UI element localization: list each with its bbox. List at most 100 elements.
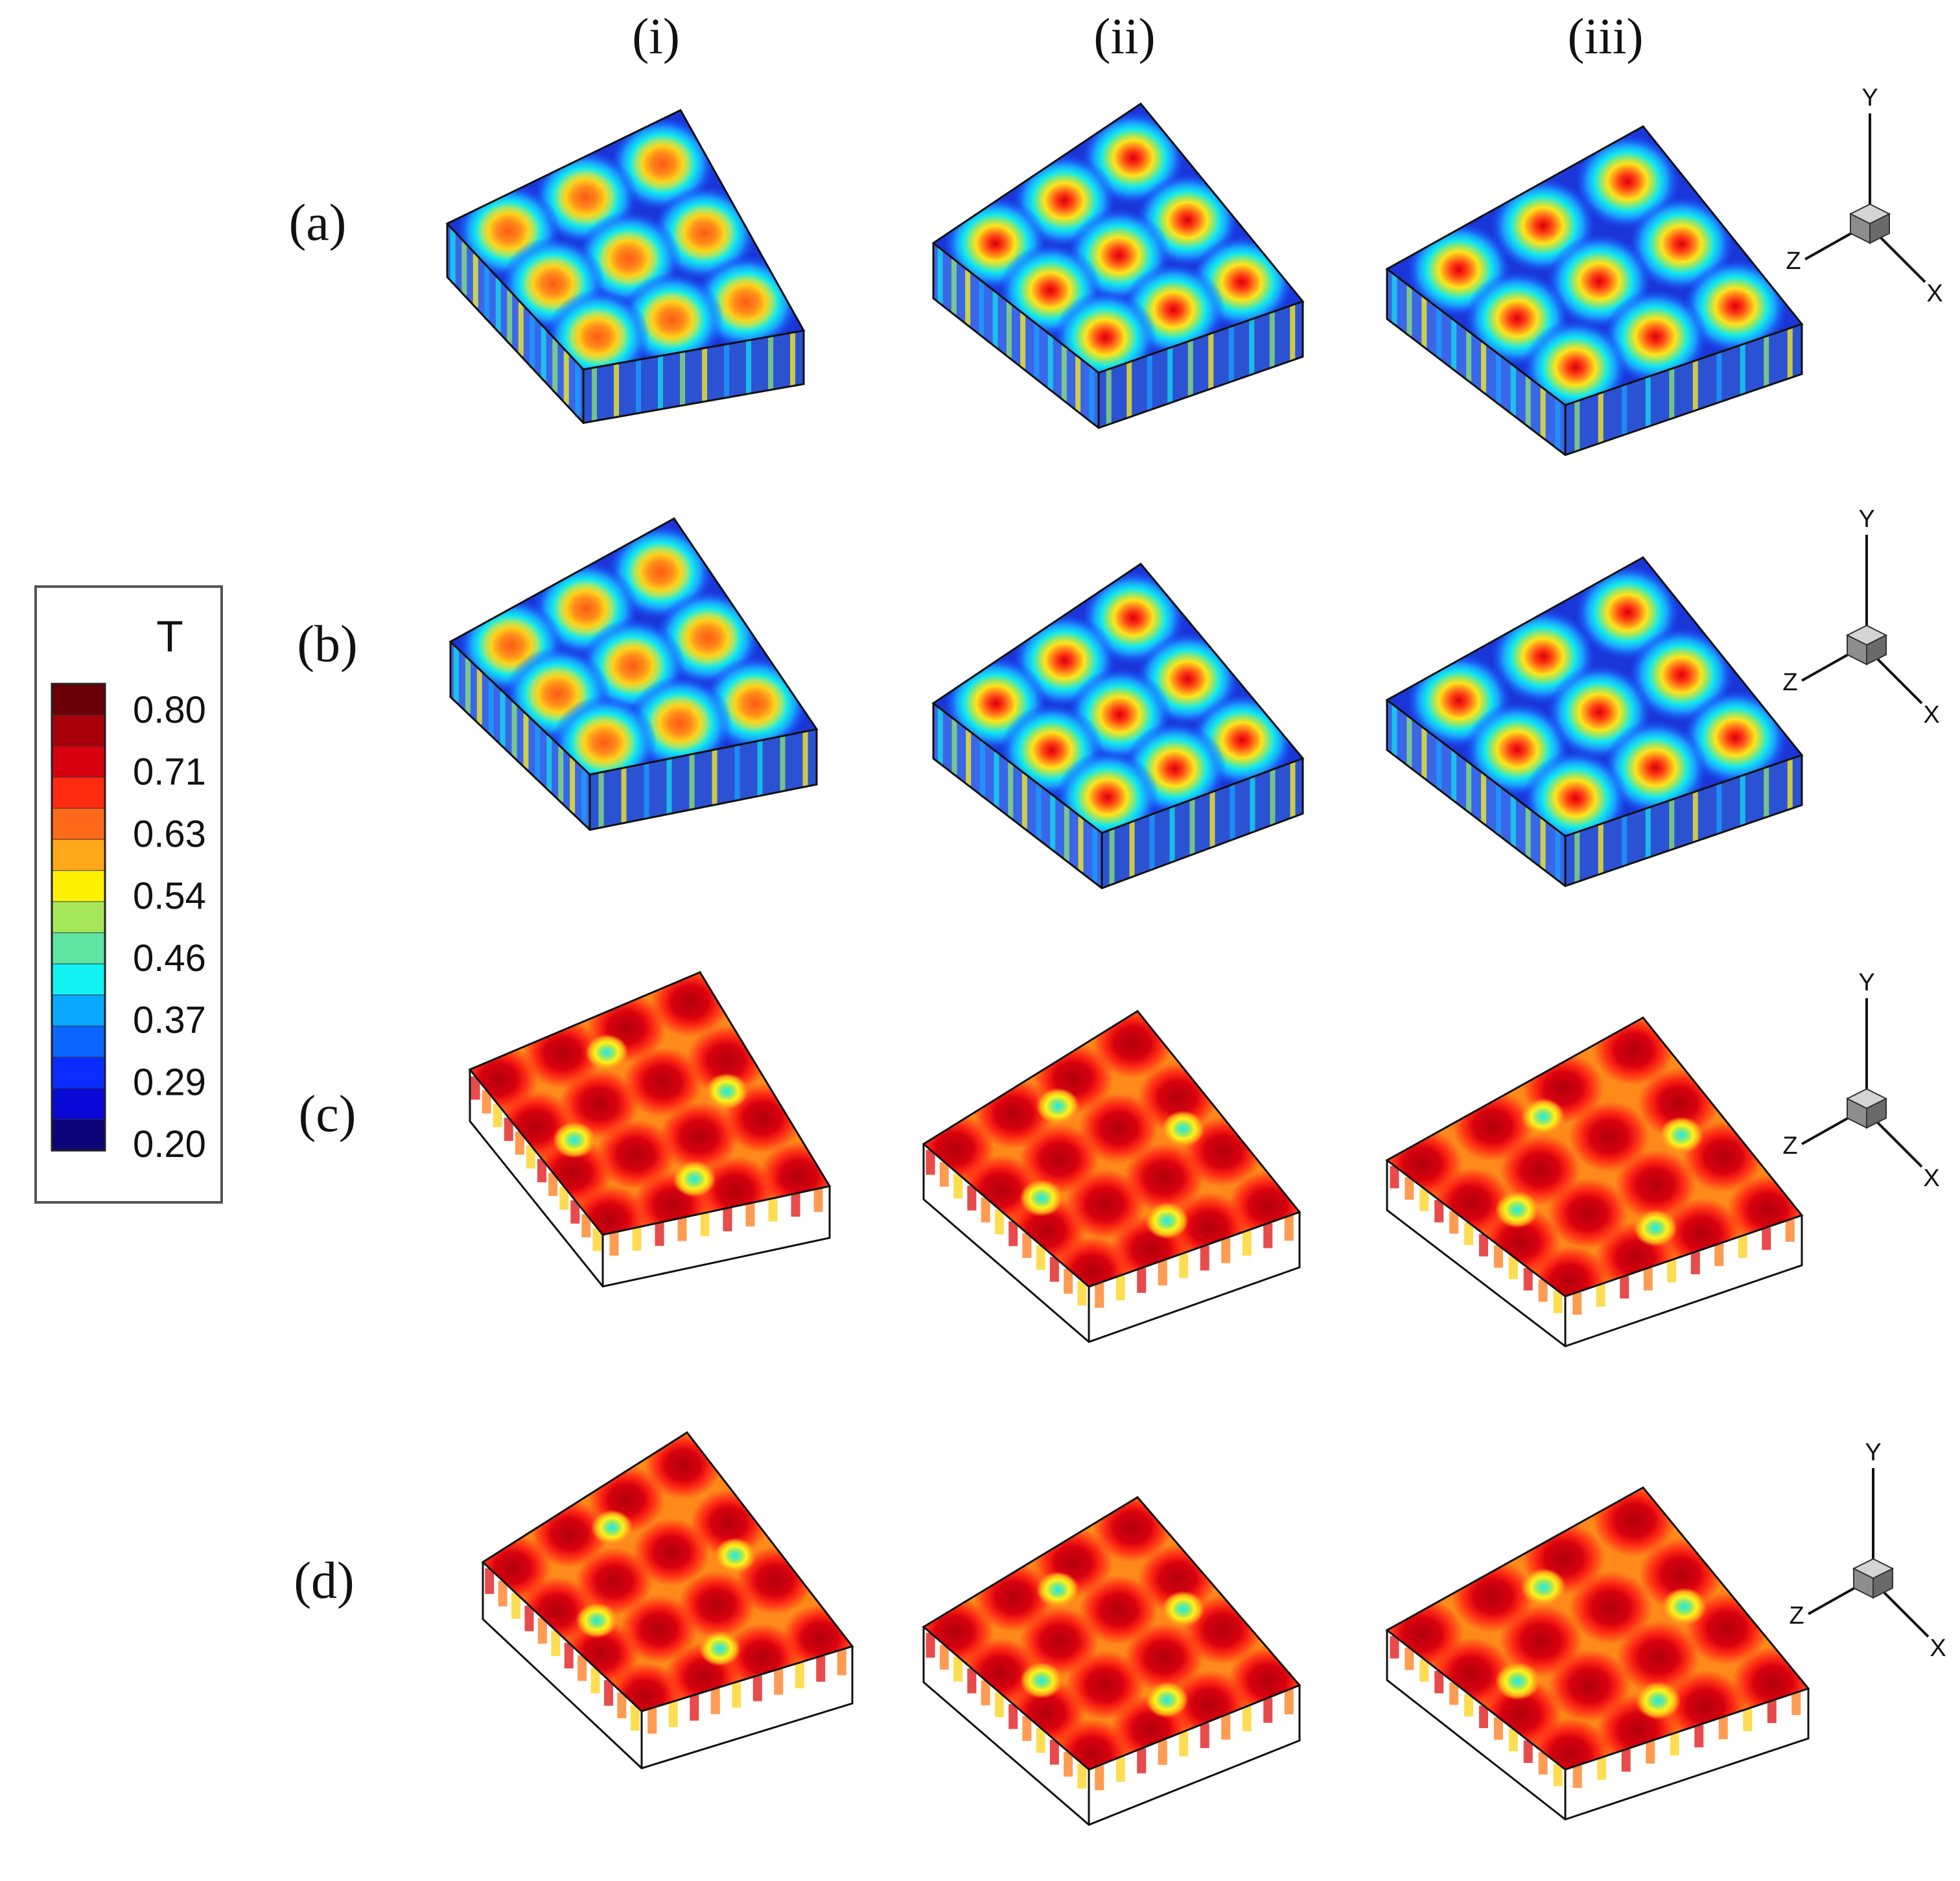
legend-swatch xyxy=(51,963,106,996)
cool-gap xyxy=(1036,1571,1080,1608)
contour-panel xyxy=(922,1010,1301,1343)
panel-left-wall xyxy=(924,1627,1089,1825)
plume-spot xyxy=(1683,690,1788,785)
contour-panel xyxy=(445,109,806,425)
legend-tick-label: 0.71 xyxy=(133,751,206,793)
legend-swatch xyxy=(51,870,106,902)
panel-left-wall xyxy=(1387,269,1565,455)
legend-colorbar xyxy=(51,683,106,1152)
row-label: (a) xyxy=(289,194,347,251)
hot-blob xyxy=(606,1662,684,1711)
x-axis-line xyxy=(1882,1590,1930,1638)
contour-panel xyxy=(468,971,832,1288)
panel-left-wall xyxy=(933,703,1102,889)
hot-blob xyxy=(1528,1245,1610,1296)
cool-gap xyxy=(1161,1591,1205,1628)
x-axis-label: X xyxy=(1930,1635,1946,1662)
hot-blob xyxy=(1615,1149,1696,1221)
panel-left-wall xyxy=(1387,700,1565,886)
panel-top-face xyxy=(483,1432,852,1711)
legend-swatch xyxy=(51,714,106,747)
legend-swatch xyxy=(51,901,106,933)
hot-blob xyxy=(575,1547,653,1616)
cool-gap xyxy=(1661,1587,1707,1626)
hot-blob xyxy=(620,1595,698,1663)
cool-gap xyxy=(1659,1116,1704,1154)
plume-spot xyxy=(1522,320,1628,405)
panel-left-wall xyxy=(483,1562,642,1768)
legend-swatch xyxy=(51,808,106,840)
legend-tick-label: 0.37 xyxy=(133,999,206,1042)
legend-tick-label: 0.29 xyxy=(133,1061,206,1103)
z-axis-label: Z xyxy=(1782,1132,1797,1160)
cool-gap xyxy=(705,1073,749,1110)
cool-gap xyxy=(1020,1179,1064,1217)
legend-swatch xyxy=(51,1119,106,1151)
contour-panel xyxy=(1385,1486,1810,1821)
cool-gap xyxy=(590,1510,633,1546)
cool-gap xyxy=(1036,1088,1080,1125)
hot-blob xyxy=(559,1069,640,1139)
cool-gap xyxy=(1020,1662,1064,1699)
panel-top-face xyxy=(447,110,804,369)
hot-blob xyxy=(1052,1718,1132,1770)
hot-blob xyxy=(678,1571,756,1639)
legend-tick-label: 0.63 xyxy=(133,813,206,855)
panel-left-wall xyxy=(447,224,583,423)
axis-triad: Y X Z xyxy=(1782,969,1939,1192)
hot-blob xyxy=(1078,1093,1159,1163)
legend-swatch xyxy=(51,683,106,716)
legend-swatch xyxy=(51,839,106,871)
legend-swatch xyxy=(51,1057,106,1089)
panel-left-wall xyxy=(933,243,1099,428)
x-axis-line xyxy=(1875,1120,1923,1168)
cube-face xyxy=(1872,1567,1893,1599)
x-axis-line xyxy=(1878,235,1926,283)
axis-triad: Y X Z xyxy=(1782,506,1939,729)
cool-gap xyxy=(1635,1681,1681,1720)
contour-panel xyxy=(1385,556,1804,887)
z-axis-line xyxy=(1804,229,1858,261)
x-axis-label: X xyxy=(1923,701,1939,729)
y-axis-label: Y xyxy=(1858,506,1874,533)
z-axis-line xyxy=(1801,1114,1854,1145)
cool-gap xyxy=(1495,1662,1541,1701)
hot-blob xyxy=(1616,1620,1700,1694)
cool-gap xyxy=(585,1034,629,1071)
cool-gap xyxy=(1495,1191,1539,1228)
plume-spot xyxy=(610,116,715,211)
column-label: (iii) xyxy=(1568,8,1644,64)
panel-left-wall xyxy=(470,1069,603,1287)
column-label: (ii) xyxy=(1093,8,1155,64)
contour-panel xyxy=(481,1431,854,1770)
x-axis-line xyxy=(1875,657,1923,705)
legend-tick-label: 0.80 xyxy=(133,689,206,731)
plume-spot xyxy=(1603,720,1709,815)
plume-spot xyxy=(1683,259,1788,354)
legend-swatch xyxy=(51,745,106,778)
z-axis-label: Z xyxy=(1782,669,1797,696)
cool-gap xyxy=(552,1121,596,1159)
panel-left-wall xyxy=(450,642,590,830)
z-axis-label: Z xyxy=(1786,248,1801,275)
cool-gap xyxy=(1145,1202,1189,1239)
cool-gap xyxy=(714,1537,756,1574)
hot-blob xyxy=(659,1101,740,1172)
contour-panel xyxy=(449,517,819,831)
legend-tick-label: 0.46 xyxy=(133,937,206,979)
legend-swatch xyxy=(51,1025,106,1058)
panel-top-face xyxy=(933,564,1303,833)
x-axis-label: X xyxy=(1923,1165,1939,1192)
z-axis-line xyxy=(1801,650,1854,682)
legend-swatch xyxy=(51,777,106,809)
x-axis-label: X xyxy=(1926,280,1942,307)
panel-left-wall xyxy=(924,1144,1089,1342)
legend-title: T xyxy=(156,612,183,661)
legend-tick-label: 0.20 xyxy=(133,1123,206,1165)
hot-blob xyxy=(1020,1606,1099,1676)
z-axis-line xyxy=(1808,1583,1861,1615)
hot-blob xyxy=(1019,1123,1100,1195)
cool-gap xyxy=(576,1602,618,1639)
cool-gap xyxy=(1521,1098,1565,1136)
plume-spot xyxy=(1522,751,1628,836)
